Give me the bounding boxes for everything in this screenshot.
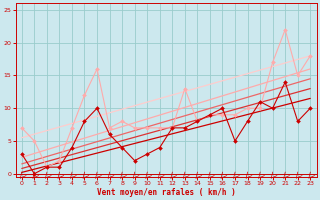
X-axis label: Vent moyen/en rafales ( km/h ): Vent moyen/en rafales ( km/h ) (97, 188, 236, 197)
